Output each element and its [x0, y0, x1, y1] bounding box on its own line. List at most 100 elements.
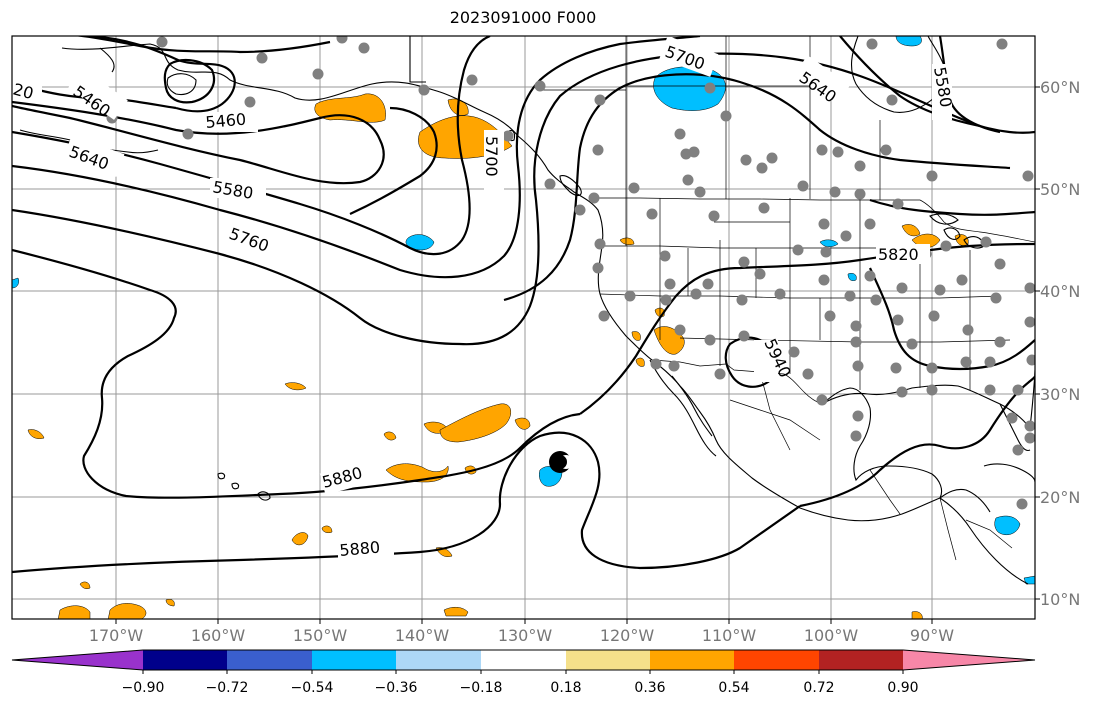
station-dot [818, 218, 830, 230]
colorbar-segment [481, 650, 566, 670]
lon-tick-label: 100°W [804, 626, 859, 645]
station-dot [594, 238, 606, 250]
station-dot [984, 356, 996, 368]
colorbar-segment [396, 650, 481, 670]
station-dot [1022, 170, 1034, 182]
colorbar-tick-label: 0.36 [634, 680, 665, 696]
station-dot [892, 198, 904, 210]
station-dot [740, 154, 752, 166]
colorbar-segment [819, 650, 903, 670]
lat-tick-label: 10°N [1040, 590, 1080, 609]
station-dot [984, 384, 996, 396]
station-dot [502, 130, 514, 142]
station-dot [824, 310, 836, 322]
station-dot [994, 336, 1006, 348]
station-dot [854, 188, 866, 200]
contour-label: 5880 [339, 538, 381, 560]
lon-tick-label: 160°W [191, 626, 246, 645]
station-dot [854, 160, 866, 172]
station-dot [756, 162, 768, 174]
station-dot [802, 368, 814, 380]
colorbar-segment [227, 650, 312, 670]
lat-tick-label: 60°N [1040, 78, 1080, 97]
colorbar-tick-label: 0.90 [887, 680, 918, 696]
station-dot [880, 144, 892, 156]
station-dot [864, 270, 876, 282]
colorbar-tick-label: −0.72 [206, 680, 249, 696]
station-dot [256, 52, 268, 64]
station-dot [832, 146, 844, 158]
station-dot [928, 310, 940, 322]
station-dot [956, 274, 968, 286]
station-dot [840, 230, 852, 242]
station-dot [926, 170, 938, 182]
station-dot [336, 36, 348, 44]
station-dot [926, 384, 938, 396]
contour-label: 5460 [205, 110, 247, 132]
contour-label: 5700 [482, 136, 501, 177]
station-dot [674, 324, 686, 336]
station-dot [829, 186, 841, 198]
station-dot [870, 294, 882, 306]
station-dot [598, 310, 610, 322]
station-dot [1012, 384, 1024, 396]
station-dot [797, 180, 809, 192]
colorbar-extend-max [903, 650, 1035, 670]
station-dot [960, 356, 972, 368]
station-dot [816, 144, 828, 156]
station-dot [594, 94, 606, 106]
station-dot [962, 324, 974, 336]
station-dot [358, 42, 370, 54]
colorbar-extend-min [12, 650, 143, 670]
colorbar: −0.90 −0.72 −0.54 −0.36 −0.18 0.18 0.36 0.54 0.7… [11, 649, 1036, 696]
political-borders [540, 36, 1035, 561]
longitude-axis: 170°W 160°W 150°W 140°W 130°W 120°W 110°W 100°W… [89, 619, 954, 645]
station-dot [926, 362, 938, 374]
station-dot [1024, 316, 1035, 328]
station-dot [758, 202, 770, 214]
station-dot [534, 80, 546, 92]
lat-tick-label: 30°N [1040, 385, 1080, 404]
station-dot [844, 290, 856, 302]
station-dot [694, 186, 706, 198]
station-dot [852, 410, 864, 422]
colorbar-tick-label: −0.90 [122, 680, 165, 696]
station-dot [182, 128, 194, 140]
station-dot [980, 236, 992, 248]
station-dot [628, 182, 640, 194]
station-dot [892, 314, 904, 326]
station-dot [788, 346, 800, 358]
colorbar-segment [143, 650, 227, 670]
station-dot [996, 38, 1008, 50]
station-dot [774, 288, 786, 300]
station-dot [896, 386, 908, 398]
station-dot [244, 96, 256, 108]
lon-tick-label: 120°W [600, 626, 655, 645]
station-dot [864, 218, 876, 230]
station-dot [544, 178, 556, 190]
contour-label: 5820 [878, 245, 919, 264]
colorbar-segment [566, 650, 650, 670]
station-dot [668, 360, 680, 372]
map-title: 2023091000 F000 [449, 8, 597, 27]
station-dot [886, 94, 898, 106]
gridlines [12, 36, 1035, 619]
station-dot [940, 240, 952, 252]
station-dot [650, 358, 662, 370]
lon-tick-label: 90°W [910, 626, 954, 645]
colorbar-segment [734, 650, 819, 670]
station-dot [592, 144, 604, 156]
station-dot [736, 294, 748, 306]
lat-tick-label: 20°N [1040, 488, 1080, 507]
station-dot [866, 38, 878, 50]
station-dot [682, 174, 694, 186]
station-dot [418, 84, 430, 96]
station-dot [704, 334, 716, 346]
station-dot [906, 338, 918, 350]
latitude-axis: 60°N 50°N 40°N 30°N 20°N 10°N [1035, 78, 1080, 609]
lon-tick-label: 130°W [498, 626, 553, 645]
station-dot [156, 36, 168, 48]
colorbar-tick-label: −0.54 [291, 680, 334, 696]
station-dot [704, 82, 716, 94]
